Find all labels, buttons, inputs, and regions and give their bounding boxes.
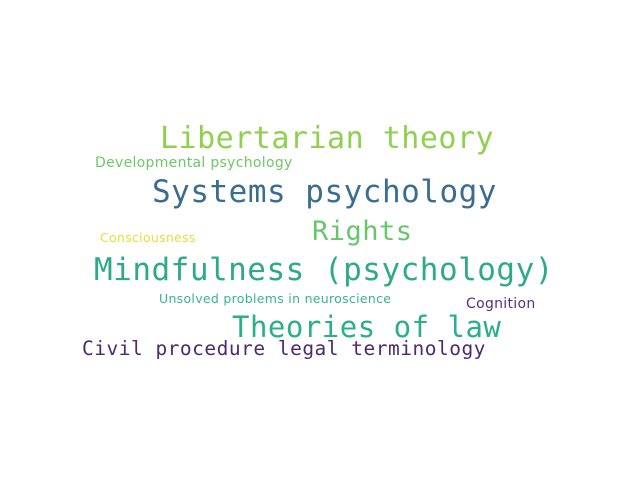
word-civil-procedure-legal-terminology: Civil procedure legal terminology (82, 337, 486, 360)
word-developmental-psychology: Developmental psychology (95, 155, 293, 171)
word-systems-psychology: Systems psychology (152, 174, 497, 210)
word-mindfulness-psychology: Mindfulness (psychology) (94, 252, 554, 288)
word-theories-of-law: Theories of law (232, 310, 502, 344)
word-consciousness: Consciousness (100, 230, 196, 245)
word-unsolved-problems-in-neuroscience: Unsolved problems in neuroscience (159, 291, 392, 306)
word-cognition: Cognition (466, 296, 536, 312)
word-libertarian-theory: Libertarian theory (160, 121, 495, 156)
word-rights: Rights (312, 216, 413, 247)
